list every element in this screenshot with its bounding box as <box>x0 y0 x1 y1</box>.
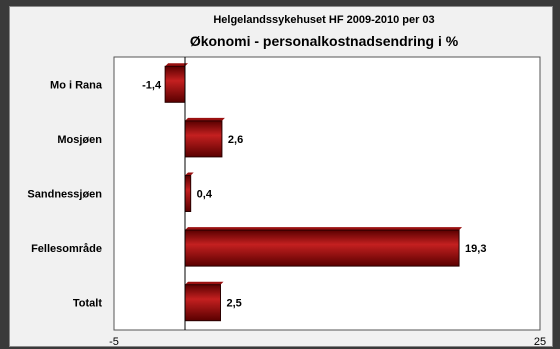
data-label: -1,4 <box>142 79 162 91</box>
x-tick-max: 25 <box>534 336 546 348</box>
chart-title-line1: Helgelandssykehuset HF 2009-2010 per 03 <box>213 14 434 26</box>
chart-title-line2: Økonomi - personalkostnadsendring i % <box>190 33 459 49</box>
data-label: 19,3 <box>465 243 486 255</box>
bar <box>184 120 223 158</box>
bar-top-face <box>185 172 194 176</box>
bar <box>164 65 186 103</box>
category-label: Sandnessjøen <box>27 189 102 201</box>
value-labels: -1,4 2,6 0,4 19,3 2,5 <box>142 79 486 309</box>
bar-top-face <box>185 281 224 285</box>
bar <box>184 229 460 267</box>
bar <box>184 284 221 322</box>
bar <box>184 175 192 212</box>
x-tick-min: -5 <box>109 336 119 348</box>
bar-top-face <box>185 117 225 121</box>
category-labels: Mo i Rana Mosjøen Sandnessjøen Fellesområde… <box>27 79 102 309</box>
data-label: 0,4 <box>197 189 213 201</box>
category-label: Mosjøen <box>57 134 102 146</box>
data-label: 2,6 <box>228 134 243 146</box>
bar-top-face <box>185 227 463 231</box>
data-label: 2,5 <box>227 298 242 310</box>
category-label: Fellesområde <box>31 243 102 255</box>
bar-top-face <box>165 63 188 67</box>
category-label: Mo i Rana <box>50 79 103 91</box>
category-label: Totalt <box>73 298 102 310</box>
